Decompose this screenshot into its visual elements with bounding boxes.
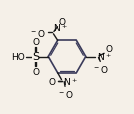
Text: $^-$O: $^-$O: [29, 28, 46, 39]
Text: $^-$O: $^-$O: [57, 89, 73, 99]
Text: S: S: [32, 52, 39, 62]
Text: O: O: [32, 37, 39, 46]
Text: N$^+$: N$^+$: [53, 22, 68, 33]
Text: O: O: [59, 17, 66, 26]
Text: O: O: [49, 77, 56, 86]
Text: N$^+$: N$^+$: [97, 51, 111, 63]
Text: HO: HO: [11, 53, 25, 61]
Text: O: O: [32, 68, 39, 77]
Text: N$^+$: N$^+$: [63, 75, 77, 87]
Text: O: O: [105, 44, 112, 53]
Text: $^-$O: $^-$O: [92, 64, 108, 75]
